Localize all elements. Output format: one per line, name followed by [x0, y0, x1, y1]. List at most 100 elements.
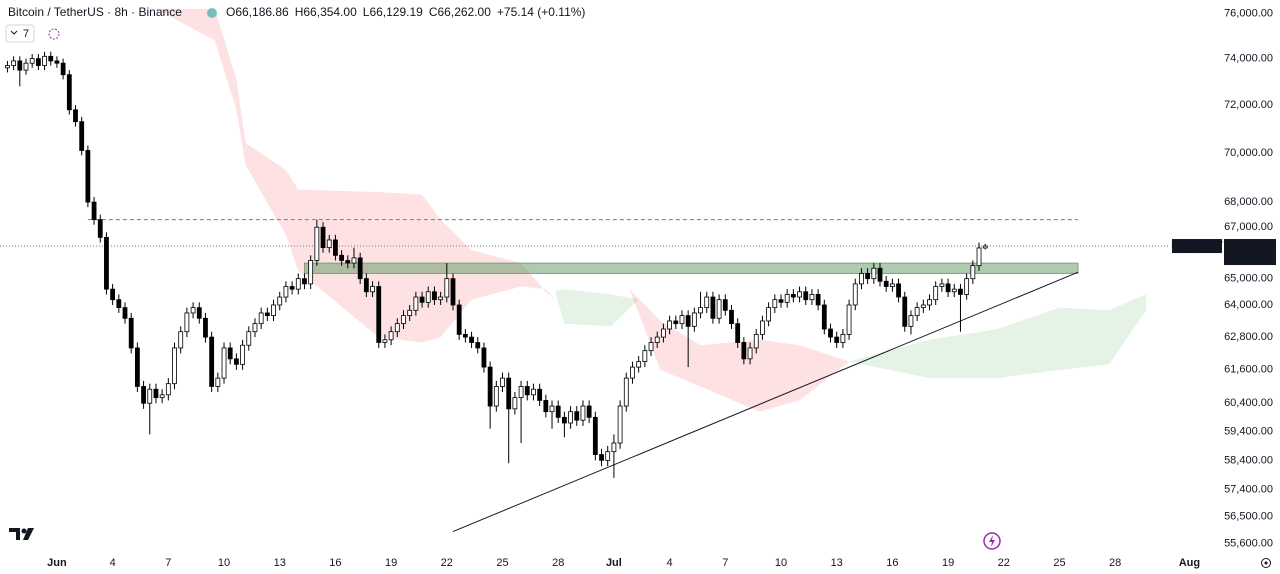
candle-body [271, 304, 276, 317]
symbol-tag-box [1172, 239, 1222, 254]
candle-body [716, 299, 722, 319]
y-tick-label: 74,000.00 [1224, 53, 1273, 65]
x-tick-label: 19 [385, 557, 397, 569]
candle-body [481, 347, 487, 368]
candle-body [79, 121, 85, 151]
candle-body [772, 299, 778, 309]
candle-body [283, 286, 289, 298]
candle-body [729, 309, 734, 325]
candle-body [159, 394, 165, 399]
candle-body [766, 307, 772, 322]
plot [0, 8, 1168, 533]
x-tick-label: 13 [274, 557, 286, 569]
y-tick-label: 68,000.00 [1224, 196, 1273, 208]
candle-body [933, 286, 939, 301]
candle-body [648, 342, 654, 352]
y-tick-label: 58,400.00 [1224, 454, 1273, 466]
candle-body [586, 405, 592, 418]
x-tick-label: 4 [667, 557, 673, 569]
candle-body [939, 283, 945, 287]
x-tick-label: Jun [47, 557, 67, 569]
candle-body [964, 278, 970, 295]
candle-body [289, 286, 295, 290]
candle-body [543, 400, 549, 413]
x-tick-label: 19 [942, 557, 954, 569]
candle-body [958, 288, 963, 295]
candle-body [66, 74, 72, 111]
candle-body [623, 377, 629, 407]
candle-body [234, 358, 239, 365]
x-tick-label: 16 [886, 557, 898, 569]
candle-body [828, 328, 833, 338]
candle-body [277, 296, 283, 306]
ohlc-value: +75.14 (+0.11%) [497, 5, 586, 19]
candle-body [134, 347, 140, 387]
ichimoku-cloud [555, 289, 639, 327]
x-tick-label: 7 [722, 557, 728, 569]
candle-body [896, 283, 901, 298]
interval-count: 7 [23, 28, 29, 40]
y-tick-label: 70,000.00 [1224, 147, 1273, 159]
candle-body [512, 397, 518, 410]
candle-body [252, 323, 258, 333]
trendline [452, 271, 1079, 533]
candle-body [691, 312, 697, 327]
candle-body [704, 296, 710, 309]
candle-body [128, 317, 134, 349]
candle-body [555, 405, 561, 418]
candle-body [561, 416, 567, 424]
candle-body [339, 254, 345, 261]
candle-body [760, 320, 765, 335]
candle-body [295, 278, 301, 290]
candle-body [122, 307, 128, 319]
icon-bolt [989, 535, 995, 547]
candle-body [48, 55, 54, 62]
candle-body [531, 388, 536, 396]
support-zone [303, 262, 1079, 274]
candle-body [444, 278, 450, 298]
candle-body [388, 331, 394, 341]
candle-body [506, 377, 512, 410]
candle-body [357, 257, 363, 280]
chart-title: Bitcoin / TetherUS · 8h · Binance [8, 5, 182, 19]
candle-body [215, 377, 221, 387]
candle-body [196, 307, 202, 319]
candle-body [91, 201, 97, 221]
candle-body [685, 315, 691, 327]
candle-body [394, 323, 400, 333]
y-tick-label: 61,600.00 [1224, 364, 1273, 376]
candle-body [54, 60, 60, 64]
candle-body [73, 109, 78, 123]
candle-body [326, 239, 332, 249]
lightning-icon[interactable] [983, 532, 1001, 550]
ohlc-value: O66,186.86 [226, 5, 289, 19]
candle-body [60, 62, 66, 76]
candle-body [592, 416, 598, 455]
interval-button[interactable]: 7 [5, 24, 35, 43]
candle-body [320, 226, 326, 249]
candle-body [642, 350, 648, 362]
symbol-tag: BTCUSDT [1171, 240, 1223, 252]
indicator-icon[interactable] [48, 28, 60, 40]
candle-body [419, 296, 425, 303]
y-tick-label: 62,800.00 [1224, 331, 1273, 343]
candle-body [382, 339, 388, 343]
candle-body [611, 442, 617, 453]
candle-body [203, 317, 208, 338]
y-tick-label: 56,500.00 [1224, 510, 1273, 522]
y-tick-label: 76,000.00 [1224, 7, 1273, 19]
price-tag: 66,262.00 [1224, 240, 1273, 252]
candle-body [147, 388, 153, 404]
candle-body [308, 260, 314, 285]
candle-body [821, 304, 827, 330]
candle-body [190, 307, 196, 314]
tv-logo [9, 528, 34, 540]
settings-icon[interactable] [1261, 558, 1271, 568]
x-tick-label: Aug [1179, 557, 1200, 569]
candle-body [370, 286, 375, 293]
candle-body [747, 347, 753, 360]
logo-part [21, 528, 27, 534]
candle-body [500, 377, 505, 387]
x-tick-label: 4 [110, 557, 116, 569]
